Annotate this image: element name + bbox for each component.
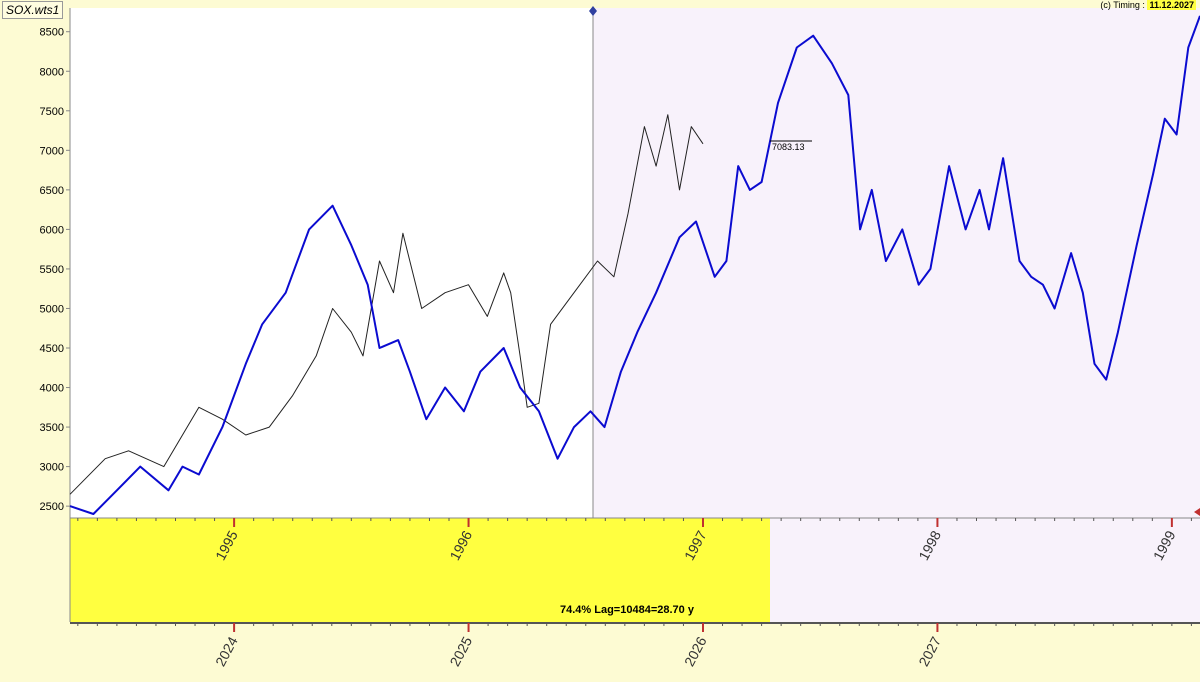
y-tick-label: 3000	[40, 462, 64, 474]
lower-x-tick-label: 2024	[212, 634, 241, 669]
lower-x-tick-label: 2026	[681, 634, 710, 669]
y-tick-label: 2500	[40, 501, 64, 513]
lag-label: 74.4% Lag=10484=28.70 y	[560, 604, 694, 616]
y-tick-label: 6000	[40, 224, 64, 236]
y-tick-label: 8000	[40, 66, 64, 78]
blue-series-line	[69, 15, 1200, 515]
now-marker-icon[interactable]	[589, 6, 597, 16]
credit-prefix: (c) Timing :	[1100, 0, 1148, 10]
lower-x-tick-label: 2025	[446, 634, 475, 669]
black-series-line	[69, 114, 704, 495]
y-tick-label: 7000	[40, 145, 64, 157]
credit-date: 11.12.2027	[1147, 0, 1196, 10]
y-tick-label: 3500	[40, 422, 64, 434]
y-tick-label: 4000	[40, 383, 64, 395]
lag-highlight-band	[70, 518, 770, 622]
y-tick-label: 5500	[40, 264, 64, 276]
y-tick-label: 7500	[40, 106, 64, 118]
credit-label: (c) Timing : 11.12.2027	[1100, 0, 1196, 10]
y-tick-label: 4500	[40, 343, 64, 355]
y-tick-label: 5000	[40, 303, 64, 315]
y-tick-label: 8500	[40, 27, 64, 39]
last-value-label: 7083.13	[772, 142, 805, 152]
past-plot-area	[70, 8, 593, 518]
y-tick-label: 6500	[40, 185, 64, 197]
lower-x-tick-label: 2027	[915, 634, 944, 669]
symbol-label[interactable]: SOX.wts1	[2, 1, 64, 19]
future-plot-area	[593, 8, 1200, 518]
right-edge-arrow-icon	[1194, 508, 1200, 516]
